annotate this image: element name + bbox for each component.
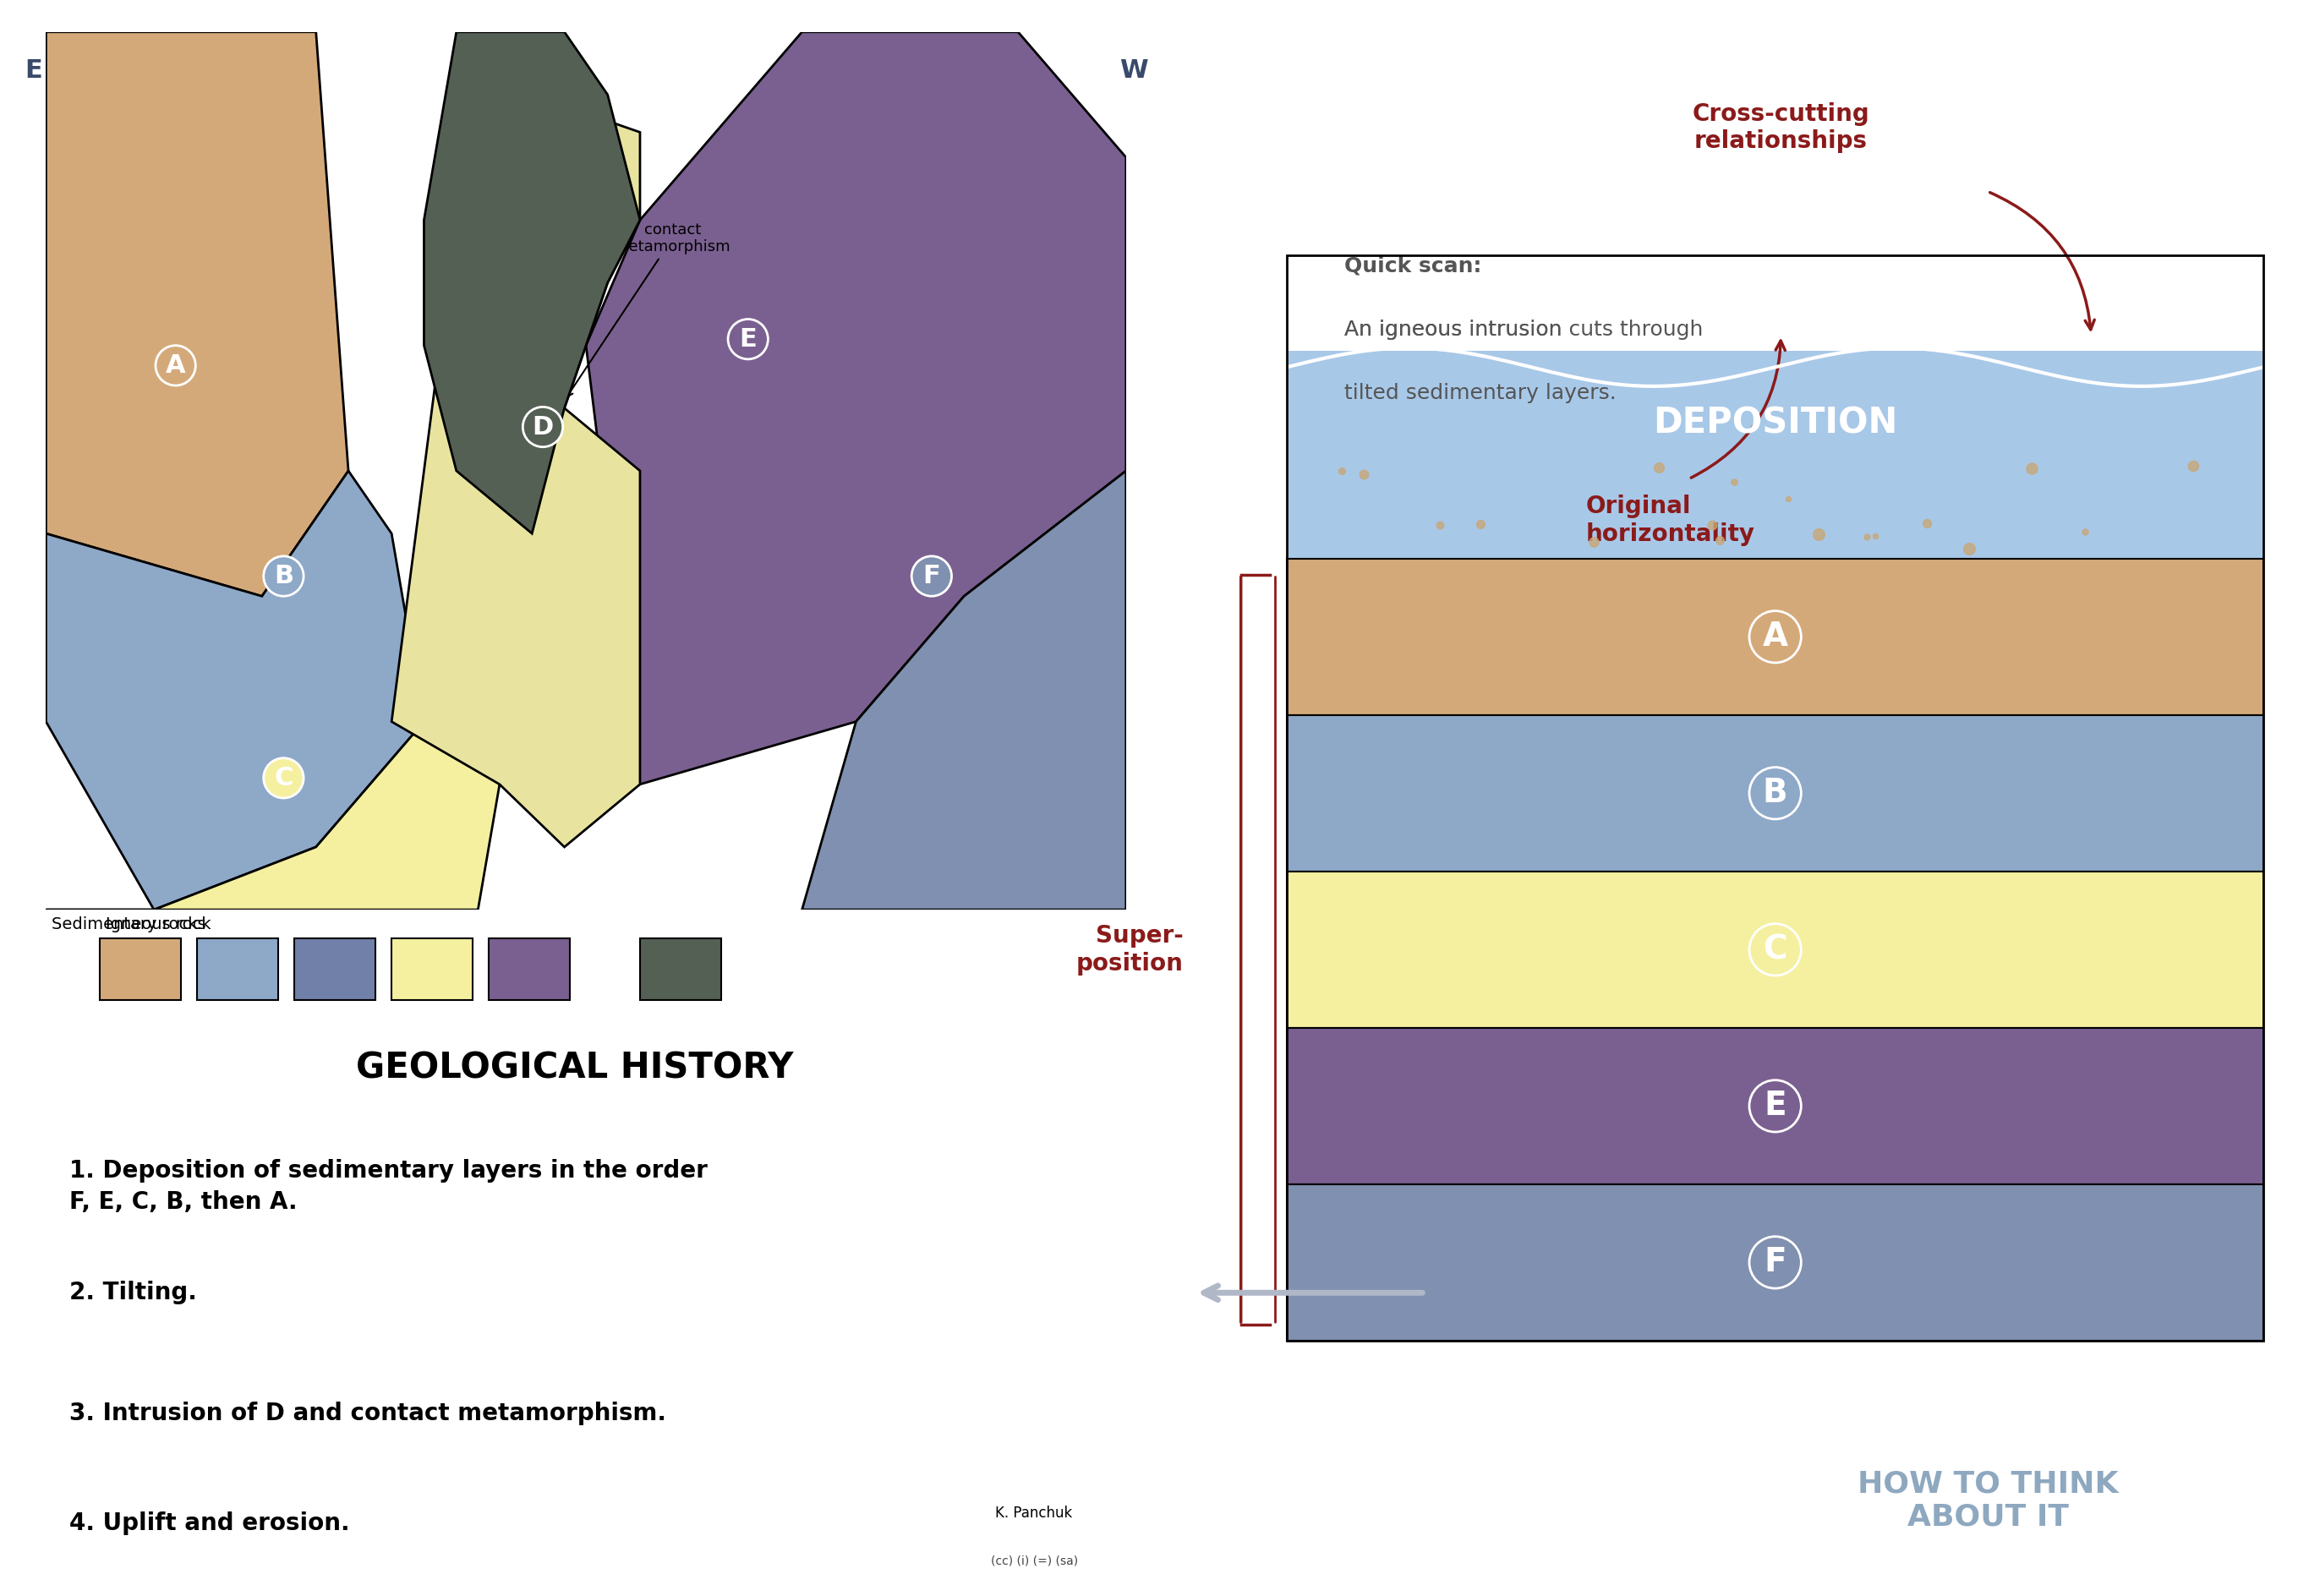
Text: An igneous intrusion cuts through: An igneous intrusion cuts through [1344,319,1703,340]
Text: B: B [1763,777,1788,809]
Polygon shape [46,32,349,597]
Text: tilted sedimentary layers.: tilted sedimentary layers. [1344,383,1615,404]
Text: E: E [25,57,41,83]
Text: Cross-cutting
relationships: Cross-cutting relationships [1691,102,1871,153]
Text: 1. Deposition of sedimentary layers in the order
F, E, C, B, then A.: 1. Deposition of sedimentary layers in t… [69,1159,708,1215]
Polygon shape [425,32,639,533]
Text: C: C [273,766,294,790]
Text: F: F [1765,1246,1786,1278]
Bar [391,938,473,999]
Text: 3. Intrusion of D and contact metamorphism.: 3. Intrusion of D and contact metamorphi… [69,1401,666,1425]
Bar [489,938,570,999]
Text: A: A [1763,621,1788,653]
Text: E: E [1765,1090,1786,1122]
Text: An igneous intrusion: An igneous intrusion [1344,319,1570,340]
Polygon shape [802,471,1126,910]
Text: Sedimentary rocks: Sedimentary rocks [51,916,207,932]
Polygon shape [46,471,425,910]
Text: HOW TO THINK
ABOUT IT: HOW TO THINK ABOUT IT [1857,1470,2119,1531]
Polygon shape [391,94,639,847]
Text: Original
horizontality: Original horizontality [1586,495,1756,546]
Bar [1287,715,2264,871]
Text: D: D [533,415,554,439]
FancyBboxPatch shape [1287,255,2264,351]
Bar [1287,255,2264,1341]
Bar [101,938,182,999]
Bar [1287,871,2264,1028]
Text: (cc) (i) (=) (sa): (cc) (i) (=) (sa) [990,1555,1078,1567]
Text: 4. Uplift and erosion.: 4. Uplift and erosion. [69,1511,349,1535]
Polygon shape [586,32,1126,784]
Text: contact
metamorphism: contact metamorphism [568,222,731,397]
Text: Super-
position: Super- position [1075,924,1183,975]
Polygon shape [46,721,499,910]
Bar [1287,559,2264,715]
Bar [1287,1184,2264,1341]
Text: W: W [1119,57,1147,83]
Text: 2. Tilting.: 2. Tilting. [69,1280,198,1304]
Bar [1287,1028,2264,1184]
Text: E: E [740,327,756,351]
Text: DEPOSITION: DEPOSITION [1652,405,1898,440]
Text: C: C [1763,934,1788,966]
Text: A: A [165,353,186,378]
Text: GEOLOGICAL HISTORY: GEOLOGICAL HISTORY [356,1050,793,1085]
Text: Quick scan:: Quick scan: [1344,255,1482,276]
FancyBboxPatch shape [1287,351,2264,559]
Bar [639,938,722,999]
Bar [198,938,278,999]
Text: Igneous rock: Igneous rock [106,916,211,932]
Text: B: B [273,563,294,589]
Bar [294,938,375,999]
Text: F: F [924,563,940,589]
Text: K. Panchuk: K. Panchuk [995,1505,1073,1521]
